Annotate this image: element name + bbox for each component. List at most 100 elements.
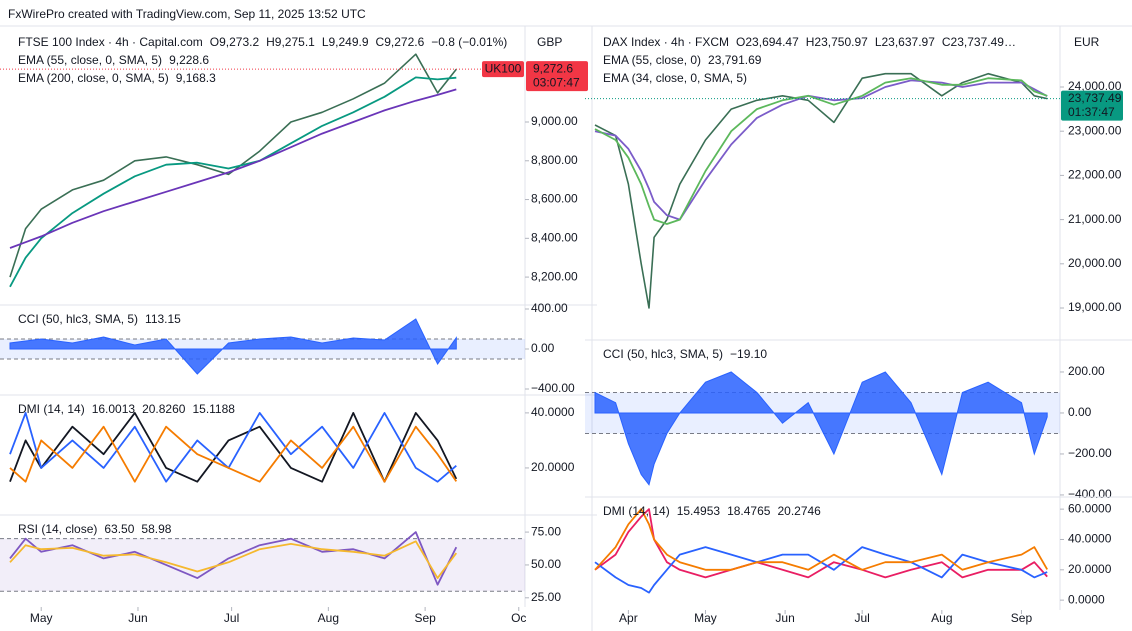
x-tick-label: Jun	[128, 611, 147, 625]
pane: 200.00 0.00 −200.00 −400.00 CCI (50, hlc3, S…	[585, 339, 1132, 501]
price-tag: 23,737.49	[1068, 91, 1122, 105]
y-tick-label: −200.00	[1068, 446, 1112, 460]
currency: EUR	[1074, 35, 1100, 49]
price-tag-bg	[526, 61, 588, 92]
y-tick-label: 20.0000	[531, 460, 575, 474]
series-line	[9, 88, 457, 249]
series-area	[9, 318, 457, 375]
legend-value: 63.50	[104, 522, 134, 536]
legend-value: 9,228.6	[169, 53, 209, 67]
legend-value: 15.4953	[677, 504, 721, 518]
plot-area	[0, 531, 525, 592]
x-tick-label: Oc	[511, 611, 526, 625]
ohlc-value: H23,750.97	[806, 35, 868, 49]
ohlc-value: H9,275.1	[266, 35, 315, 49]
legend-entry: EMA (55, close, 0)	[603, 53, 701, 67]
series-line	[594, 77, 1048, 225]
x-tick-label: Aug	[318, 611, 339, 625]
y-tick-label: 0.00	[531, 341, 555, 355]
pane: 9,000.00 8,800.00 8,600.00 8,400.00 8,200.00…	[0, 35, 588, 288]
y-tick-label: 8,600.00	[531, 192, 578, 206]
ohlc-value: O9,273.2	[210, 35, 260, 49]
ohlc-value: L9,249.9	[322, 35, 369, 49]
ohlc-value: −0.8 (−0.01%)	[431, 35, 507, 49]
series-line	[9, 76, 457, 288]
legend-value: 9,168.3	[176, 71, 216, 85]
x-tick-label: Aug	[931, 611, 952, 625]
credit: FxWirePro created with TradingView.com, …	[8, 7, 366, 21]
series-line	[594, 508, 1048, 571]
series-line	[594, 79, 1048, 221]
plot-area	[9, 53, 457, 288]
y-tick-label: 20,000.00	[1068, 256, 1122, 270]
x-tick-label: Jun	[775, 611, 794, 625]
plot-area	[585, 371, 1060, 486]
ohlc-value: L23,637.97	[875, 35, 935, 49]
pane-label: DMI (14, 14)	[18, 402, 85, 416]
legend-value: 15.1188	[192, 402, 235, 416]
countdown: 03:07:47	[533, 75, 580, 89]
plot-area	[0, 318, 525, 375]
pane: 400.00 0.00 −400.00 CCI (50, hlc3, SMA, 5) 1…	[0, 301, 597, 395]
pane: 40.0000 20.0000 DMI (14, 14) 16.0013 20.8260…	[0, 394, 597, 483]
y-tick-label: 19,000.00	[1068, 300, 1122, 314]
pane-label: RSI (14, close)	[18, 522, 97, 536]
legend-value: 16.0013	[92, 402, 136, 416]
y-tick-label: 25.00	[531, 590, 561, 604]
pane: 75.00 50.00 25.00 May Jun Jul Aug Sep Oc RSI (14,…	[0, 514, 597, 625]
pane-label: DMI (14, 14)	[603, 504, 670, 518]
ohlc-value: C9,272.6	[376, 35, 425, 49]
y-tick-label: 20.0000	[1068, 562, 1112, 576]
y-tick-label: 0.00	[1068, 405, 1092, 419]
ohlc-value: C23,737.49…	[942, 35, 1016, 49]
chart-title: DAX Index · 4h · FXCM	[603, 35, 729, 49]
legend-value: 113.15	[145, 312, 181, 326]
y-tick-label: 40.0000	[531, 405, 575, 419]
ohlc-value: O23,694.47	[736, 35, 799, 49]
legend-entry: EMA (34, close, 0, SMA, 5)	[603, 71, 747, 85]
y-tick-label: 8,800.00	[531, 153, 578, 167]
plot-area	[594, 72, 1048, 309]
y-tick-label: −400.00	[1068, 487, 1112, 501]
pane-label: CCI (50, hlc3, SMA, 5)	[18, 312, 138, 326]
y-tick-label: 22,000.00	[1068, 168, 1122, 182]
symbol-tag-bg	[482, 61, 524, 78]
series-line	[9, 412, 458, 483]
symbol-tag: UK100	[485, 61, 522, 75]
x-tick-label: Jul	[855, 611, 870, 625]
legend-value: 23,791.69	[708, 53, 762, 67]
y-tick-label: 75.00	[531, 524, 561, 538]
legend-value: 20.2746	[777, 504, 821, 518]
y-tick-label: 40.0000	[1068, 532, 1112, 546]
price-tag: 9,272.6	[533, 61, 573, 75]
currency: GBP	[537, 35, 562, 49]
x-tick-label: Jul	[224, 611, 239, 625]
band-fill	[0, 538, 525, 592]
y-tick-label: 23,000.00	[1068, 123, 1122, 137]
x-tick-label: Sep	[1011, 611, 1033, 625]
series-area	[594, 371, 1048, 486]
legend-value: 20.8260	[142, 402, 186, 416]
series-line	[9, 540, 458, 579]
x-tick-label: May	[694, 611, 717, 625]
plot-area	[594, 508, 1048, 594]
series-line	[9, 425, 458, 483]
x-tick-label: May	[30, 611, 53, 625]
y-tick-label: 60.0000	[1068, 501, 1112, 515]
chart-title: FTSE 100 Index · 4h · Capital.com	[18, 35, 203, 49]
legend-entry: EMA (200, close, 0, SMA, 5)	[18, 71, 169, 85]
y-tick-label: 24,000.00	[1068, 79, 1122, 93]
series-line	[594, 508, 1048, 579]
series-line	[9, 53, 457, 278]
x-tick-label: Apr	[619, 611, 638, 625]
legend-value: 18.4765	[727, 504, 771, 518]
y-tick-label: 8,200.00	[531, 269, 578, 283]
series-line	[594, 546, 1048, 594]
y-tick-label: 21,000.00	[1068, 212, 1122, 226]
legend-value: −19.10	[730, 347, 767, 361]
price-tag-bg	[1061, 90, 1123, 121]
series-line	[9, 531, 458, 586]
y-tick-label: 50.00	[531, 557, 561, 571]
